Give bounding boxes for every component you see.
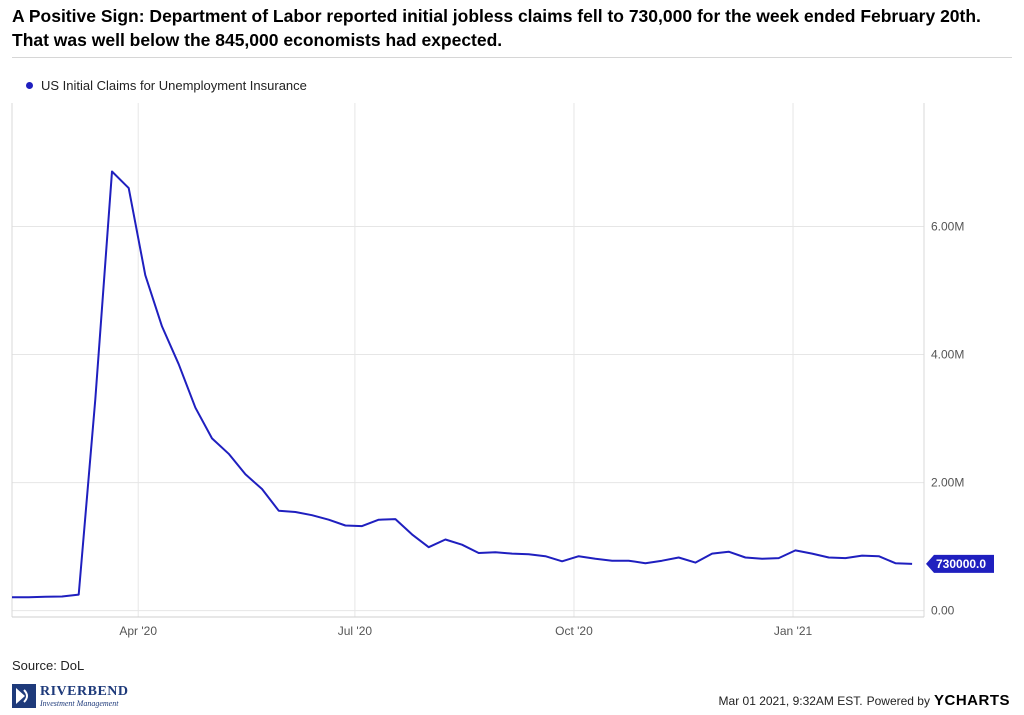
logo-subtitle: Investment Management <box>40 698 119 708</box>
legend-label: US Initial Claims for Unemployment Insur… <box>41 78 307 93</box>
y-tick-label: 2.00M <box>931 476 964 490</box>
y-tick-label: 6.00M <box>931 220 964 234</box>
title-divider <box>12 57 1012 58</box>
chart-title: A Positive Sign: Department of Labor rep… <box>12 6 981 50</box>
x-tick-label: Oct '20 <box>555 624 593 638</box>
timestamp: Mar 01 2021, 9:32AM EST. <box>718 694 863 708</box>
riverbend-logo: RIVERBEND Investment Management <box>12 681 152 711</box>
powered-by-label: Powered by <box>866 694 930 708</box>
y-tick-label: 4.00M <box>931 348 964 362</box>
footer: Mar 01 2021, 9:32AM EST. Powered by YCHA… <box>719 692 1010 709</box>
legend[interactable]: US Initial Claims for Unemployment Insur… <box>26 78 307 93</box>
ycharts-brand[interactable]: YCHARTS <box>933 692 1010 709</box>
last-value-label: 730000.0 <box>936 557 986 571</box>
legend-marker <box>26 82 33 89</box>
source-note: Source: DoL <box>12 658 85 673</box>
y-tick-label: 0.00 <box>931 604 955 618</box>
x-tick-label: Jan '21 <box>774 624 813 638</box>
x-tick-label: Apr '20 <box>119 624 157 638</box>
last-value-flag <box>926 554 994 573</box>
series-line <box>12 170 913 599</box>
x-tick-label: Jul '20 <box>338 624 373 638</box>
riverbend-logo-icon <box>12 684 36 708</box>
logo-name: RIVERBEND <box>40 683 129 699</box>
line-chart[interactable]: 0.00 2.00M 4.00M 6.00M Apr '20 Jul '20 Oct '20… <box>0 95 1024 640</box>
